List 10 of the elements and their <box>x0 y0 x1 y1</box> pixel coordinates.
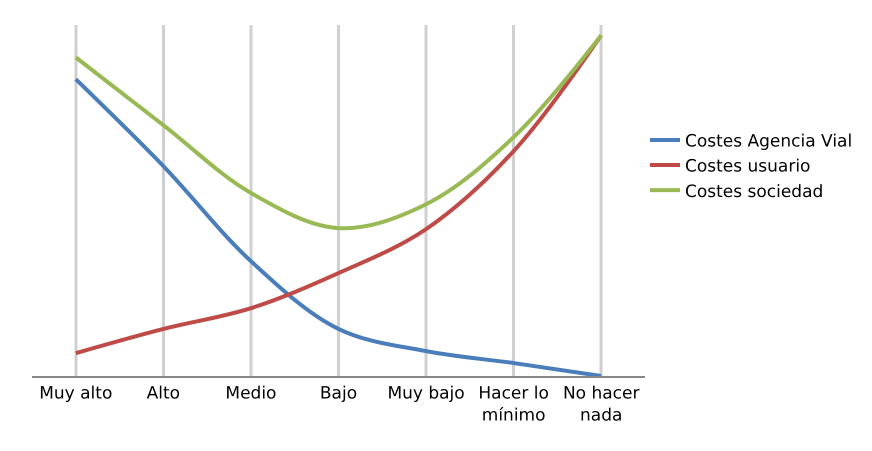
x-tick-label: Bajo <box>320 383 358 404</box>
legend-label: Costes Agencia Vial <box>685 132 852 152</box>
x-tick-label: Muy alto <box>39 383 112 404</box>
x-tick-label: Muy bajo <box>387 383 465 404</box>
x-tick-label: Hacer lo mínimo <box>478 383 549 426</box>
x-tick-label: No hacer nada <box>562 383 640 426</box>
legend-label: Costes usuario <box>685 156 810 177</box>
legend-label: Costes sociedad <box>685 182 824 202</box>
x-tick-label: Alto <box>146 383 180 404</box>
x-tick-label: Medio <box>225 383 276 404</box>
